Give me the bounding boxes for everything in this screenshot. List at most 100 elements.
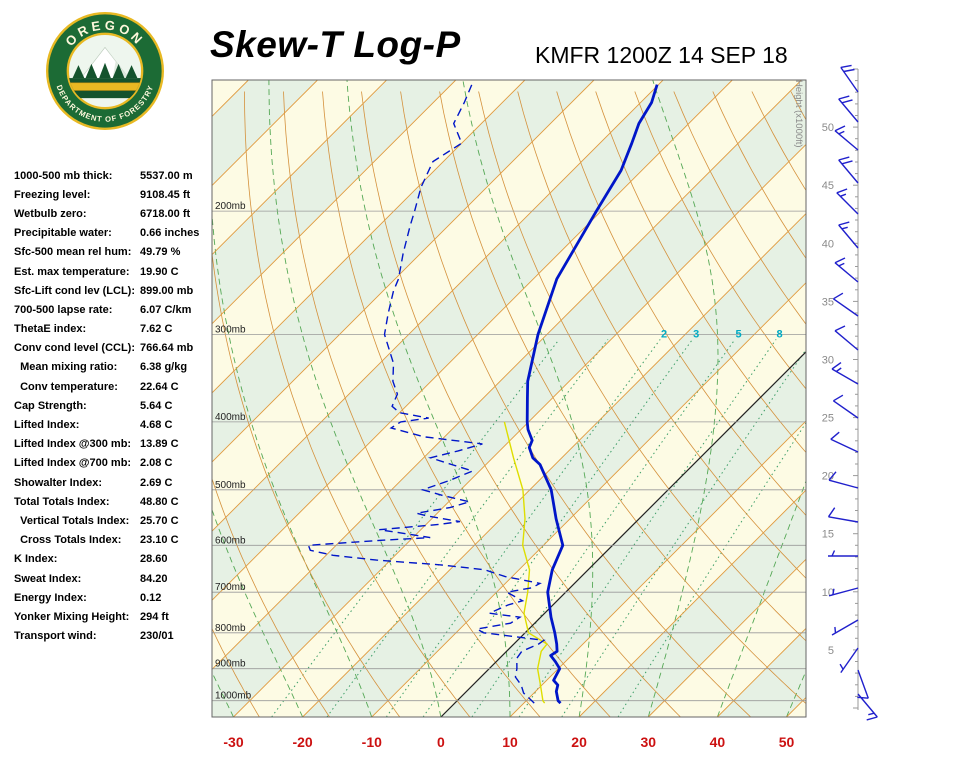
- stat-label: Est. max temperature:: [14, 265, 130, 278]
- wind-barb: [838, 95, 859, 123]
- stat-row: Cap Strength: 5.64 C: [14, 396, 214, 415]
- stat-label: Conv temperature:: [14, 380, 118, 393]
- stat-row: Precipitable water: 0.66 inches: [14, 224, 214, 243]
- svg-text:300mb: 300mb: [215, 324, 246, 335]
- stat-label: Energy Index:: [14, 591, 87, 604]
- wind-barb: [838, 156, 859, 184]
- page-title: Skew-T Log-P: [210, 24, 461, 65]
- stat-value: 23.10 C: [140, 534, 179, 547]
- stat-value: 49.79 %: [140, 246, 181, 259]
- wind-barb: [828, 587, 859, 597]
- wind-barb: [840, 64, 859, 93]
- stat-value: 230/01: [140, 630, 174, 643]
- stat-label: Sweat Index:: [14, 572, 82, 585]
- stat-label: Total Totals Index:: [14, 495, 110, 508]
- stat-row: Yonker Mixing Height: 294 ft: [14, 607, 214, 626]
- svg-text:25: 25: [822, 413, 834, 425]
- stat-row: K Index: 28.60: [14, 550, 214, 569]
- stat-value: 6.38 g/kg: [140, 361, 188, 374]
- stat-value: 2.08 C: [140, 457, 173, 470]
- wind-barb: [832, 292, 859, 317]
- stat-value: 0.12: [140, 591, 162, 604]
- pressure-grid: [212, 210, 806, 702]
- tree-icon: [99, 62, 111, 79]
- stat-row: Sweat Index: 84.20: [14, 569, 214, 588]
- stat-value: 294 ft: [140, 610, 169, 623]
- svg-text:35: 35: [822, 296, 834, 308]
- stat-label: Mean mixing ratio:: [14, 361, 118, 374]
- stat-value: 7.62 C: [140, 323, 173, 336]
- wind-barb: [836, 188, 859, 215]
- svg-text:1000mb: 1000mb: [215, 691, 252, 702]
- wind-barb: [857, 669, 869, 699]
- stat-row: Mean mixing ratio: 6.38 g/kg: [14, 358, 214, 377]
- svg-text:700mb: 700mb: [215, 582, 246, 593]
- stat-value: 4.68 C: [140, 419, 173, 432]
- stat-value: 0.66 inches: [140, 227, 200, 240]
- wind-barb: [834, 257, 859, 283]
- stat-row: Vertical Totals Index: 25.70 C: [14, 511, 214, 530]
- stat-value: 25.70 C: [140, 514, 179, 527]
- stat-label: ThetaE index:: [14, 323, 87, 336]
- stat-row: 700-500 lapse rate: 6.07 C/km: [14, 300, 214, 319]
- svg-text:50: 50: [779, 734, 795, 750]
- wind-barb: [857, 693, 878, 721]
- svg-text:30: 30: [641, 734, 657, 750]
- wind-barb: [838, 221, 859, 249]
- svg-text:40: 40: [822, 238, 834, 250]
- stat-row: Freezing level: 9108.45 ft: [14, 185, 214, 204]
- svg-text:15: 15: [822, 529, 834, 541]
- mixing-ratio-labels: 2 3 5 8: [661, 328, 783, 340]
- svg-text:-30: -30: [223, 734, 243, 750]
- stat-row: Showalter Index: 2.69 C: [14, 473, 214, 492]
- svg-text:30: 30: [822, 355, 834, 367]
- stat-label: Freezing level:: [14, 188, 91, 201]
- stat-value: 9108.45 ft: [140, 188, 191, 201]
- plot-frame: [211, 79, 807, 718]
- stat-label: Showalter Index:: [14, 476, 103, 489]
- svg-text:2: 2: [661, 328, 667, 340]
- stat-row: Wetbulb zero: 6718.00 ft: [14, 204, 214, 223]
- svg-text:8: 8: [777, 328, 783, 340]
- wetbulb-trace: [503, 421, 549, 704]
- stat-label: Cross Totals Index:: [14, 534, 122, 547]
- stat-label: 700-500 lapse rate:: [14, 303, 113, 316]
- stat-row: Total Totals Index: 48.80 C: [14, 492, 214, 511]
- wind-barb: [831, 619, 859, 636]
- stat-row: Lifted Index @700 mb: 2.08 C: [14, 454, 214, 473]
- svg-text:Height (x1000ft): Height (x1000ft): [793, 80, 804, 148]
- stat-label: Vertical Totals Index:: [14, 514, 130, 527]
- svg-text:10: 10: [822, 587, 834, 599]
- stat-row: Transport wind: 230/01: [14, 627, 214, 646]
- stat-value: 19.90 C: [140, 265, 179, 278]
- stat-label: Lifted Index @300 mb:: [14, 438, 132, 451]
- svg-text:200mb: 200mb: [215, 201, 246, 212]
- svg-text:45: 45: [822, 180, 834, 192]
- stat-label: Sfc-Lift cond lev (LCL):: [14, 284, 135, 297]
- svg-text:3: 3: [693, 328, 699, 340]
- sounding-traces: [307, 84, 659, 705]
- stat-label: Yonker Mixing Height:: [14, 610, 130, 623]
- svg-text:0: 0: [437, 734, 445, 750]
- wind-barb: [827, 507, 859, 523]
- tree-icon: [112, 63, 125, 79]
- stat-value: 6718.00 ft: [140, 207, 191, 220]
- stat-value: 22.64 C: [140, 380, 179, 393]
- tree-icon: [85, 63, 98, 79]
- stat-value: 2.69 C: [140, 476, 173, 489]
- stat-value: 5.64 C: [140, 399, 173, 412]
- svg-text:5: 5: [828, 645, 834, 657]
- height-axis: 5 10 15 20 25 30 35 40 45 50 Height (x1000ft): [793, 68, 859, 710]
- dry-adiabats: [212, 91, 806, 717]
- stat-value: 5537.00 m: [140, 169, 193, 182]
- wind-barbs: [827, 64, 878, 721]
- stat-row: Conv cond level (CCL): 766.64 mb: [14, 339, 214, 358]
- svg-text:5: 5: [736, 328, 742, 340]
- svg-text:900mb: 900mb: [215, 659, 246, 670]
- dewpoint-trace: [307, 84, 546, 704]
- stat-label: K Index:: [14, 553, 58, 566]
- mixing-ratio-lines: [271, 339, 806, 717]
- forestry-seal-icon: OREGON DEPARTMENT OF FORESTRY: [46, 12, 164, 130]
- stat-row: Energy Index: 0.12: [14, 588, 214, 607]
